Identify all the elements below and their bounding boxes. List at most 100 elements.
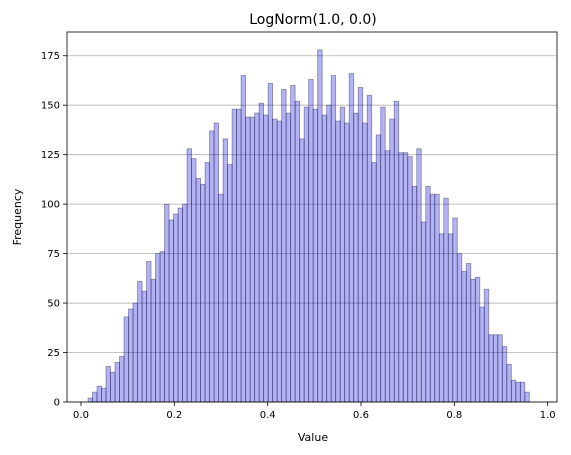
histogram-bar xyxy=(335,120,341,403)
histogram-bar xyxy=(123,316,129,403)
histogram-bar xyxy=(258,102,265,403)
histogram-bar xyxy=(231,108,238,403)
histogram-bar xyxy=(137,280,143,403)
histogram-bar xyxy=(105,365,111,403)
histogram-bar xyxy=(456,253,463,403)
histogram-bar xyxy=(515,381,521,403)
histogram-bar xyxy=(434,193,440,403)
x-tick-label: 0.0 xyxy=(73,410,89,421)
y-tick-label: 100 xyxy=(41,200,60,211)
histogram-bar xyxy=(348,73,355,403)
histogram-bar xyxy=(96,385,102,403)
histogram-bar xyxy=(236,108,242,403)
histogram-bar xyxy=(276,120,283,403)
histogram-bar xyxy=(159,251,165,403)
histogram-bar xyxy=(416,148,422,403)
histogram-bar xyxy=(303,106,310,403)
histogram-bar xyxy=(267,83,274,403)
histogram-bar xyxy=(263,114,269,403)
histogram-bar xyxy=(483,288,490,403)
y-axis-label: Frequency xyxy=(11,188,24,245)
histogram-bar xyxy=(510,379,517,403)
histogram-bar xyxy=(213,122,219,403)
y-axis-ticks: 0 25 50 75 100 125 150 175 xyxy=(41,51,67,409)
histogram-bar xyxy=(326,104,332,403)
histogram-bar xyxy=(164,203,170,403)
y-tick-label: 75 xyxy=(47,249,60,260)
histogram-bar xyxy=(290,85,296,403)
histogram-bar xyxy=(339,106,346,403)
histogram-bar xyxy=(146,261,152,403)
histogram-bar xyxy=(344,122,350,403)
histogram-bar xyxy=(249,116,256,403)
histogram-bar xyxy=(92,391,98,403)
histogram-bar xyxy=(87,397,93,403)
histogram-bar xyxy=(447,233,454,403)
histogram-bar xyxy=(524,391,530,403)
histogram-bar xyxy=(114,362,120,403)
histogram-bar xyxy=(119,356,125,403)
histogram-bar xyxy=(519,381,526,403)
histogram-bar xyxy=(357,87,364,403)
histogram-bar xyxy=(281,88,287,403)
histogram-bar xyxy=(132,302,138,403)
histogram-bar xyxy=(429,193,436,403)
y-tick-label: 25 xyxy=(47,348,60,359)
histogram-bar xyxy=(101,387,107,403)
x-tick-label: 0.4 xyxy=(260,410,276,421)
y-tick-label: 50 xyxy=(47,299,60,310)
x-axis-ticks: 0.0 0.2 0.4 0.6 0.8 1.0 xyxy=(73,402,556,421)
histogram-bar xyxy=(470,278,476,403)
histogram-bar xyxy=(474,276,481,403)
histogram-bar xyxy=(420,221,427,403)
histogram-bar xyxy=(443,197,449,403)
histogram-bar xyxy=(393,100,400,403)
histogram-bar xyxy=(438,233,445,403)
histogram-bar xyxy=(402,152,409,403)
histogram-bar xyxy=(321,114,328,403)
histogram-bar xyxy=(425,185,431,403)
histogram-bar xyxy=(200,183,206,403)
histogram-bar xyxy=(389,118,395,403)
y-tick-label: 150 xyxy=(41,101,60,112)
histogram-bar xyxy=(128,308,134,403)
histogram-bar xyxy=(465,263,472,403)
chart-title: LogNorm(1.0, 0.0) xyxy=(249,12,377,28)
histogram-bar xyxy=(285,112,292,403)
histogram-bar xyxy=(195,178,201,403)
histogram-bar xyxy=(375,134,382,403)
histogram-bar xyxy=(186,148,192,403)
histogram-bar xyxy=(506,364,512,403)
histogram-bar xyxy=(141,290,147,403)
histogram-bar xyxy=(380,106,386,403)
histogram-bar xyxy=(173,213,179,403)
histogram-bar xyxy=(254,112,260,403)
histogram-bar xyxy=(488,334,494,403)
histogram-bar xyxy=(371,162,377,403)
histogram-bar xyxy=(240,75,247,403)
histogram-bar xyxy=(182,203,188,403)
histogram-bar xyxy=(155,253,161,403)
histogram-bar xyxy=(204,162,210,403)
histogram-bar xyxy=(501,346,508,403)
histogram-bar xyxy=(411,185,418,403)
histogram-bar xyxy=(362,122,368,403)
histogram-bar xyxy=(150,278,156,403)
y-tick-label: 175 xyxy=(41,51,60,62)
histogram-bar xyxy=(317,49,323,403)
histogram-bar xyxy=(227,164,233,403)
histogram-bar xyxy=(245,116,251,403)
histogram-bar xyxy=(110,371,116,403)
histogram-bar xyxy=(479,306,485,403)
x-tick-label: 0.8 xyxy=(446,410,462,421)
histogram-bar xyxy=(308,79,314,403)
histogram-bar xyxy=(398,152,404,403)
x-tick-label: 0.2 xyxy=(166,410,182,421)
x-tick-label: 0.6 xyxy=(353,410,369,421)
plot-frame xyxy=(66,31,558,403)
histogram-bar xyxy=(330,75,337,403)
histogram-bar xyxy=(209,130,215,403)
y-tick-label: 125 xyxy=(41,150,60,161)
